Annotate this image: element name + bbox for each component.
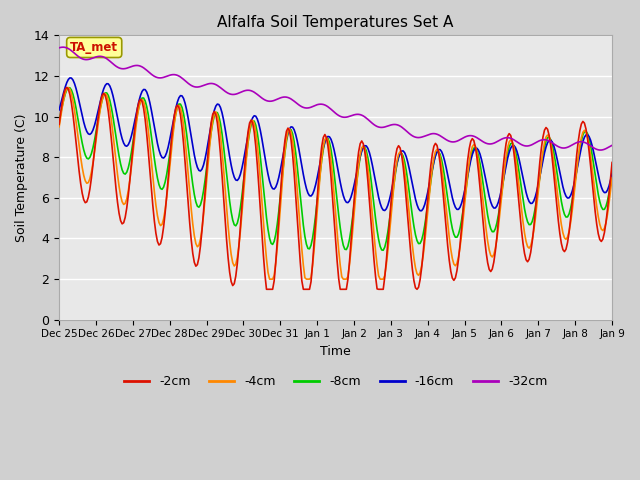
Y-axis label: Soil Temperature (C): Soil Temperature (C) [15, 113, 28, 242]
X-axis label: Time: Time [320, 345, 351, 358]
Legend: -2cm, -4cm, -8cm, -16cm, -32cm: -2cm, -4cm, -8cm, -16cm, -32cm [119, 370, 552, 393]
Text: TA_met: TA_met [70, 41, 118, 54]
Title: Alfalfa Soil Temperatures Set A: Alfalfa Soil Temperatures Set A [218, 15, 454, 30]
